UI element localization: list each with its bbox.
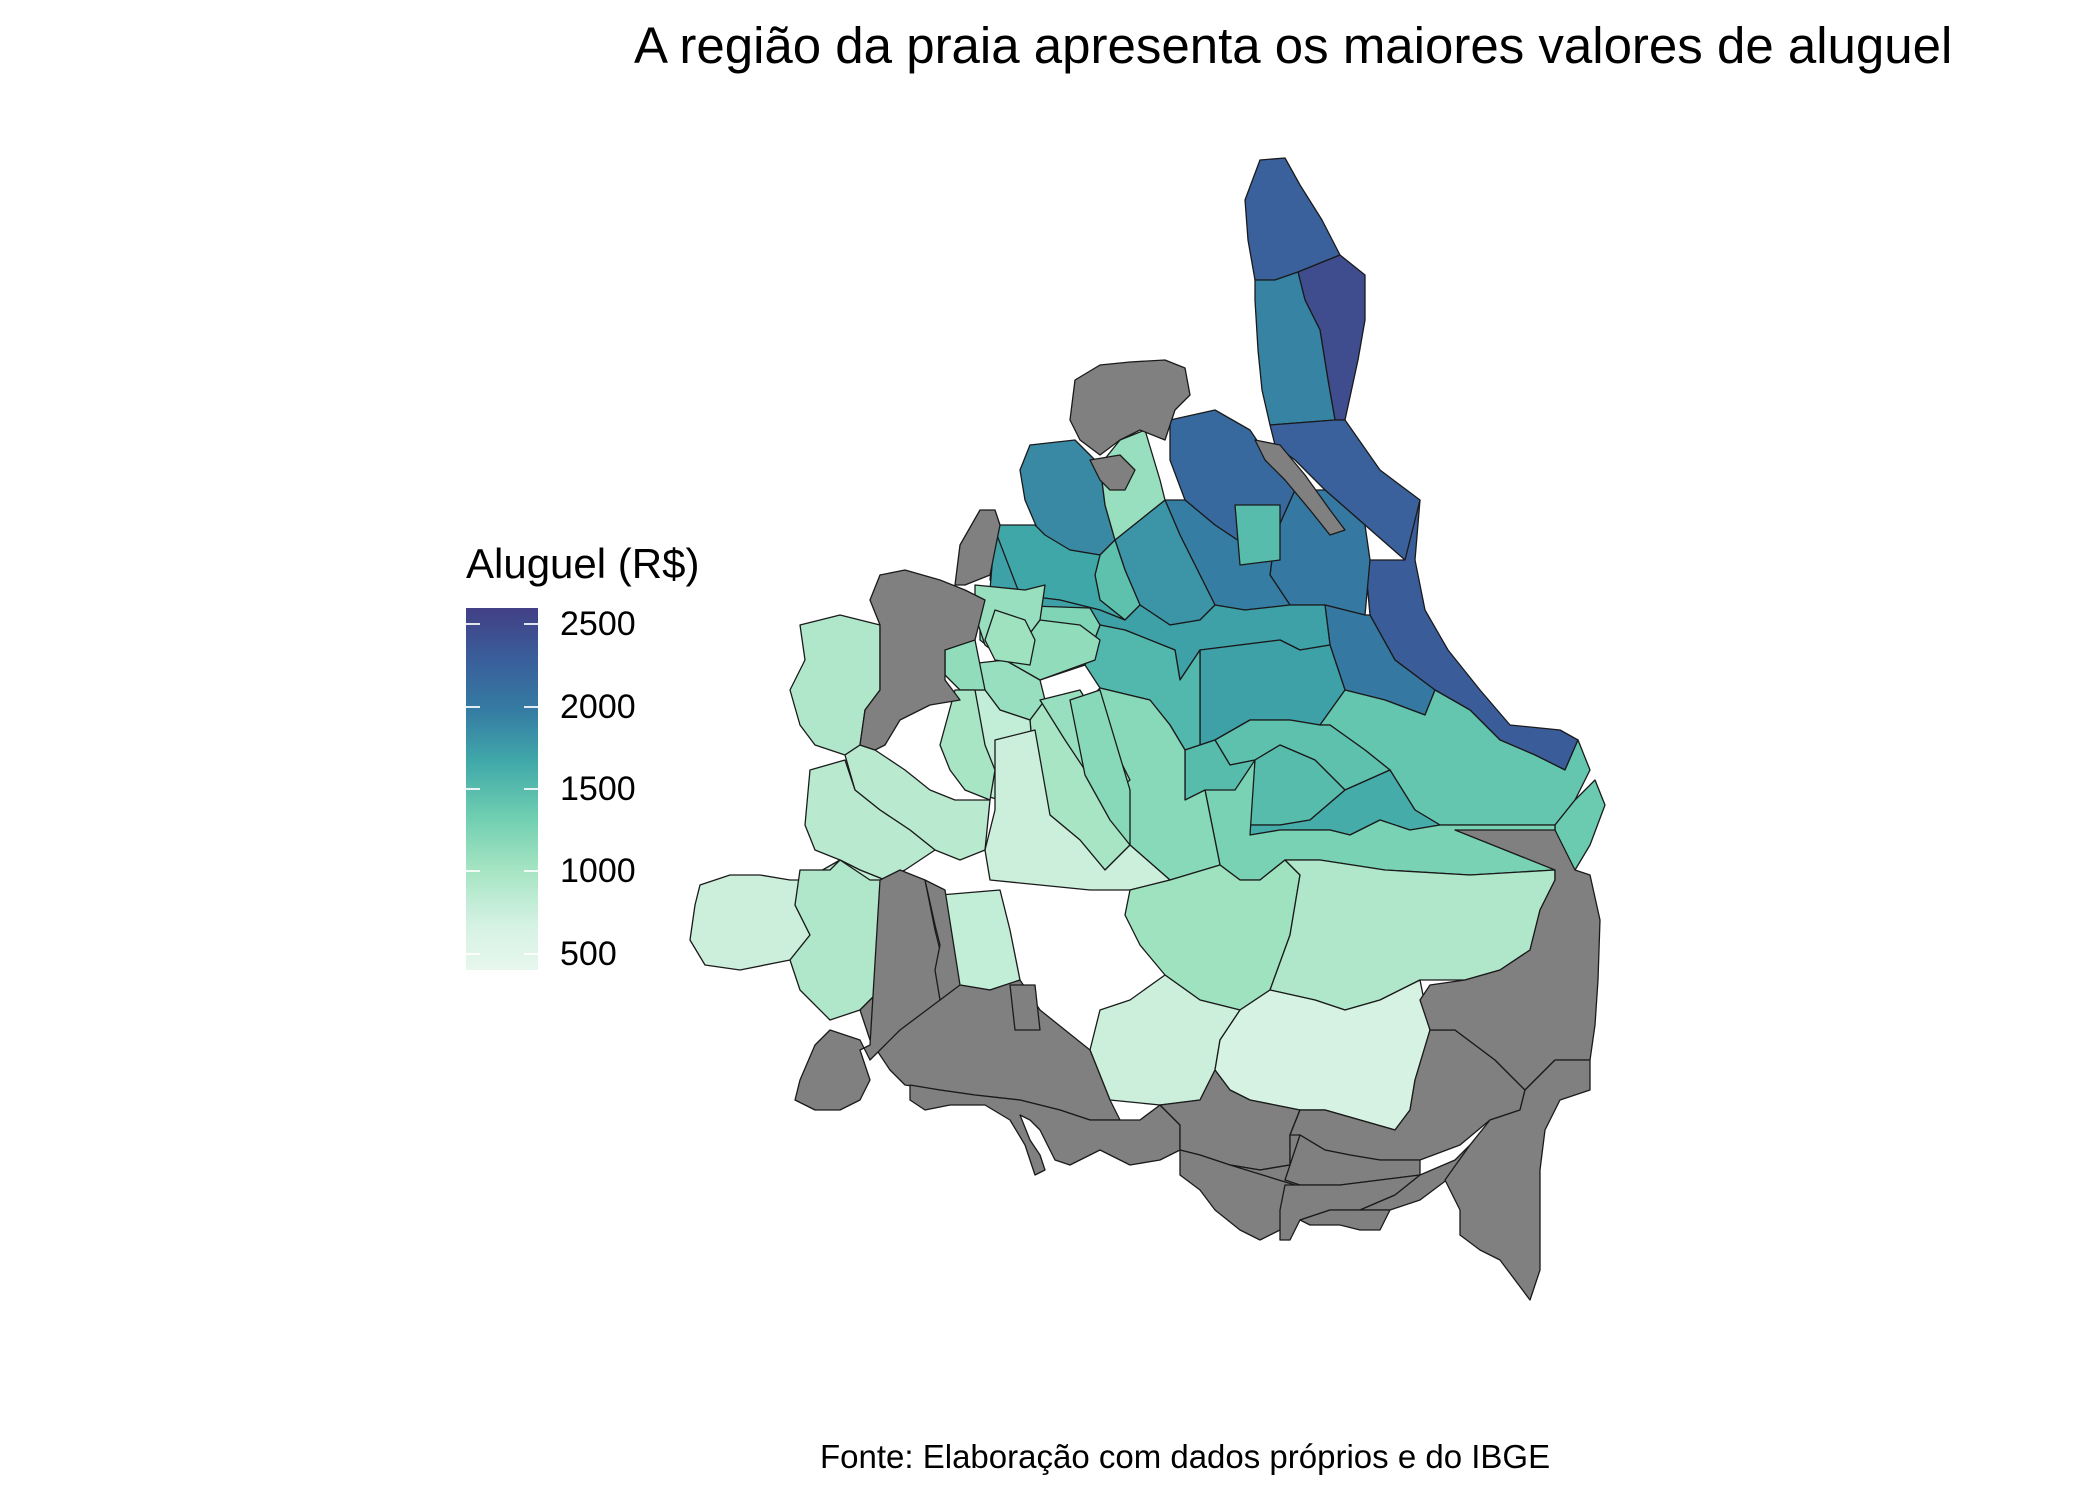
legend-tick-label: 2500 — [560, 605, 636, 644]
map-region — [1089, 454, 1136, 491]
chart-title: A região da praia apresenta os maiores v… — [634, 17, 1953, 74]
map-region — [1254, 271, 1336, 426]
map-region — [1069, 359, 1191, 456]
map-region — [1419, 829, 1601, 1091]
map-region — [1069, 689, 1131, 846]
legend-tick-label: 2000 — [560, 687, 636, 726]
legend-tick-mark — [466, 705, 538, 708]
legend-tick-label: 1500 — [560, 770, 636, 808]
legend-tick-mark — [466, 623, 538, 626]
legend-tick-label: 500 — [560, 934, 617, 973]
legend-tick-mark — [466, 870, 538, 873]
map-region — [1009, 984, 1041, 1031]
map-region — [924, 879, 961, 1001]
map-region — [909, 1084, 1181, 1176]
map-region — [1299, 1209, 1391, 1231]
map-region — [954, 509, 1001, 586]
legend-tick-mark — [466, 952, 538, 955]
legend-tick-mark — [466, 788, 538, 790]
map-region — [804, 759, 936, 881]
map-region — [1444, 1059, 1591, 1301]
map-region — [1234, 504, 1281, 566]
legend-title: Aluguel (R$) — [466, 540, 700, 587]
map-region — [984, 609, 1036, 666]
legend-tick-label: 1000 — [560, 852, 636, 891]
map-region — [859, 569, 986, 751]
map-region — [1254, 439, 1346, 536]
chart-caption: Fonte: Elaboração com dados próprios e d… — [820, 1438, 1551, 1475]
map-region — [689, 874, 811, 971]
